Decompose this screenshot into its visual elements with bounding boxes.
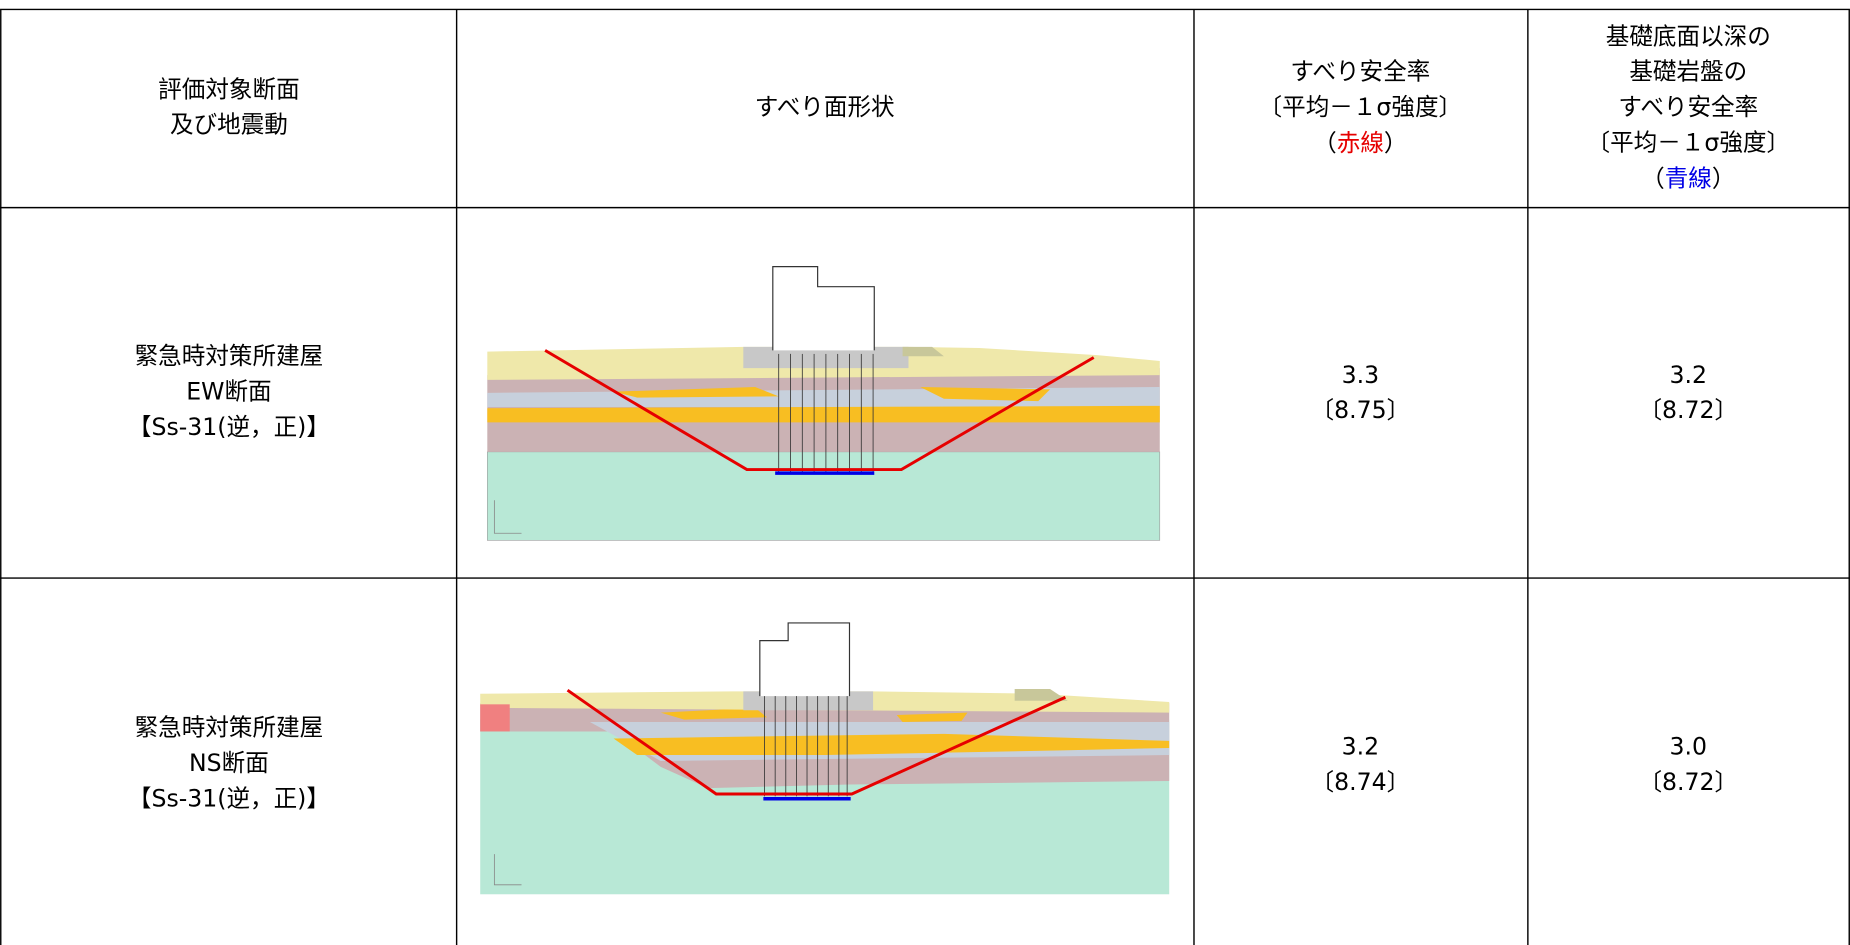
row-label: NS断面 — [189, 749, 269, 777]
table-grid — [0, 8, 1850, 945]
layer — [920, 386, 1051, 402]
layer — [896, 712, 968, 723]
ew-section-diagram — [487, 266, 1161, 541]
header-text: すべり安全率 — [1290, 58, 1430, 86]
note-part: 赤線 — [1337, 128, 1384, 156]
value: 3.2 — [1670, 361, 1708, 389]
header-text: 基礎岩盤の — [1629, 58, 1747, 86]
piles — [764, 696, 848, 797]
row-label: 【Ss-31(逆，正)】 — [128, 413, 330, 441]
header-text: 評価対象断面 — [158, 75, 299, 103]
header-text: 基礎底面以深の — [1606, 22, 1771, 50]
layer — [613, 733, 1170, 756]
layer — [613, 386, 779, 398]
header-text: 〔平均－１σ強度〕 — [1587, 128, 1791, 156]
layer — [487, 405, 1160, 423]
building — [759, 622, 851, 697]
note-part: （ — [1641, 164, 1665, 192]
header-note: （赤線） — [1313, 128, 1407, 156]
axis-icon — [493, 500, 522, 534]
slip-line-red — [566, 688, 1067, 796]
note-part: 青線 — [1665, 164, 1712, 192]
header-text: 及び地震動 — [170, 111, 288, 139]
row-label: 緊急時対策所建屋 — [135, 714, 324, 742]
header-text: すべり安全率 — [1618, 93, 1758, 121]
layer — [660, 707, 767, 720]
header-text: 〔平均－１σ強度〕 — [1259, 93, 1463, 121]
note-part: （ — [1313, 128, 1337, 156]
header-note: （青線） — [1641, 164, 1735, 192]
value: 3.3 — [1342, 361, 1380, 389]
note-part: ） — [1384, 128, 1408, 156]
value-detail: 〔8.72〕 — [1638, 396, 1738, 424]
bedrock — [487, 451, 1161, 541]
layer — [902, 346, 944, 357]
value-detail: 〔8.74〕 — [1311, 768, 1411, 796]
building — [772, 266, 875, 351]
value: 3.2 — [1342, 732, 1380, 760]
layer — [480, 704, 510, 732]
layer — [1014, 688, 1068, 701]
row-label: 緊急時対策所建屋 — [135, 342, 324, 370]
axis-icon — [493, 854, 522, 886]
row-label: EW断面 — [186, 377, 271, 405]
slip-line-red — [544, 349, 1095, 472]
value: 3.0 — [1670, 732, 1708, 760]
ns-section-diagram — [480, 622, 1170, 895]
piles — [778, 353, 874, 472]
header-text: すべり面形状 — [755, 93, 895, 121]
value-detail: 〔8.72〕 — [1638, 768, 1738, 796]
note-part: ） — [1712, 164, 1736, 192]
value-detail: 〔8.75〕 — [1311, 396, 1411, 424]
row-label: 【Ss-31(逆，正)】 — [128, 784, 330, 812]
